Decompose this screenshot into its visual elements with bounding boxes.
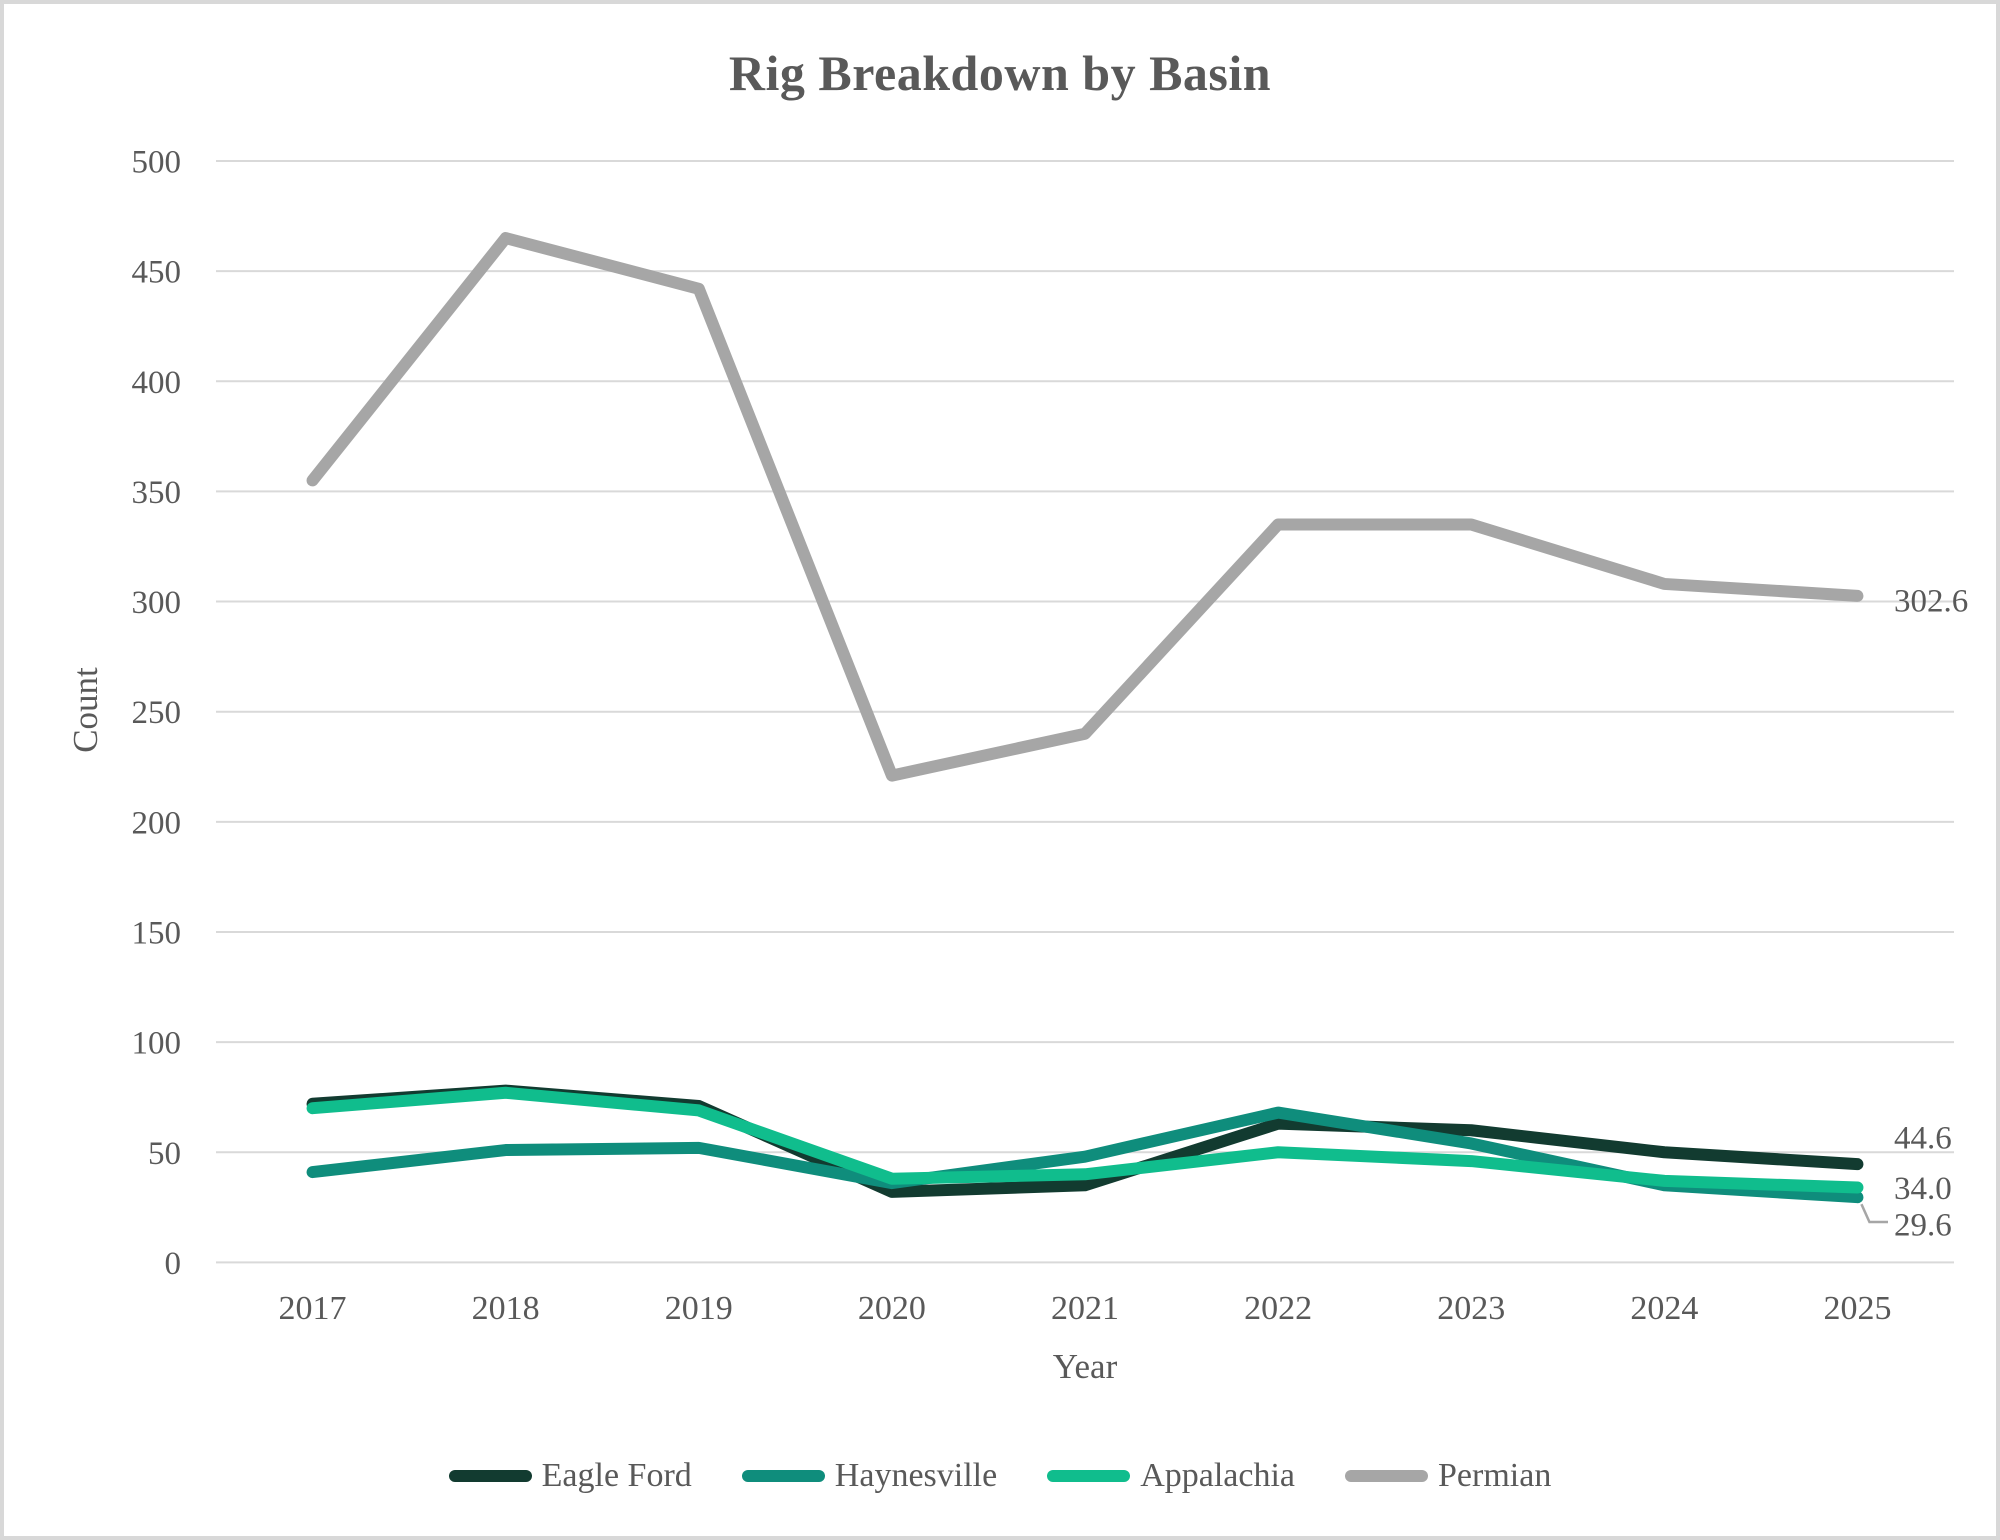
y-tick-label: 300: [132, 585, 182, 621]
x-tick-label: 2017: [279, 1290, 347, 1327]
y-tick-label: 250: [132, 695, 182, 731]
plot-area: 0 50 100 150 200 250 300 350 400 450 500 2017 2018 20…: [132, 145, 1969, 1328]
x-tick-label: 2020: [858, 1290, 926, 1327]
data-label-permian: 302.6: [1894, 583, 1968, 619]
legend-label: Eagle Ford: [541, 1457, 692, 1494]
x-tick-label: 2019: [665, 1290, 733, 1327]
x-tick-label: 2021: [1051, 1290, 1119, 1327]
y-tick-label: 200: [132, 805, 182, 841]
y-tick-label: 50: [148, 1136, 181, 1172]
legend-item-eagle-ford: Eagle Ford: [448, 1457, 692, 1494]
legend-label: Appalachia: [1140, 1457, 1296, 1494]
y-tick-label: 500: [132, 145, 182, 181]
x-tick-label: 2024: [1630, 1290, 1698, 1327]
legend-swatch-appalachia: [1047, 1470, 1131, 1482]
series-line-appalachia: [306, 1086, 1864, 1194]
legend-item-permian: Permian: [1345, 1459, 1551, 1493]
x-tick-label: 2023: [1437, 1290, 1505, 1327]
x-tick-label: 2022: [1244, 1290, 1312, 1327]
y-tick-label: 350: [132, 475, 182, 511]
leader-line-haynesville: [1860, 1203, 1888, 1224]
legend-swatch-permian: [1345, 1470, 1429, 1482]
data-label-appalachia: 34.0: [1894, 1171, 1952, 1207]
x-axis-title: Year: [1052, 1347, 1118, 1386]
legend-swatch-haynesville: [741, 1470, 825, 1482]
legend: Eagle Ford Haynesville Appalachia Permian: [4, 1459, 1996, 1493]
x-tick-label: 2018: [472, 1290, 540, 1327]
y-axis-title: Count: [66, 667, 105, 753]
y-tick-label: 100: [132, 1026, 182, 1062]
y-tick-label: 0: [165, 1246, 182, 1282]
y-tick-label: 450: [132, 255, 182, 291]
legend-swatch-eagle-ford: [448, 1470, 532, 1482]
y-tick-label: 150: [132, 915, 182, 951]
y-tick-label: 400: [132, 365, 182, 401]
data-label-haynesville: 29.6: [1894, 1208, 1952, 1244]
legend-label: Permian: [1438, 1457, 1552, 1494]
series-line-permian: [306, 232, 1864, 782]
data-label-eagle-ford: 44.6: [1894, 1121, 1952, 1157]
x-tick-label: 2025: [1823, 1290, 1891, 1327]
legend-item-appalachia: Appalachia: [1047, 1459, 1295, 1493]
chart-title: Rig Breakdown by Basin: [728, 45, 1272, 101]
legend-label: Haynesville: [834, 1457, 998, 1494]
legend-item-haynesville: Haynesville: [741, 1457, 998, 1494]
